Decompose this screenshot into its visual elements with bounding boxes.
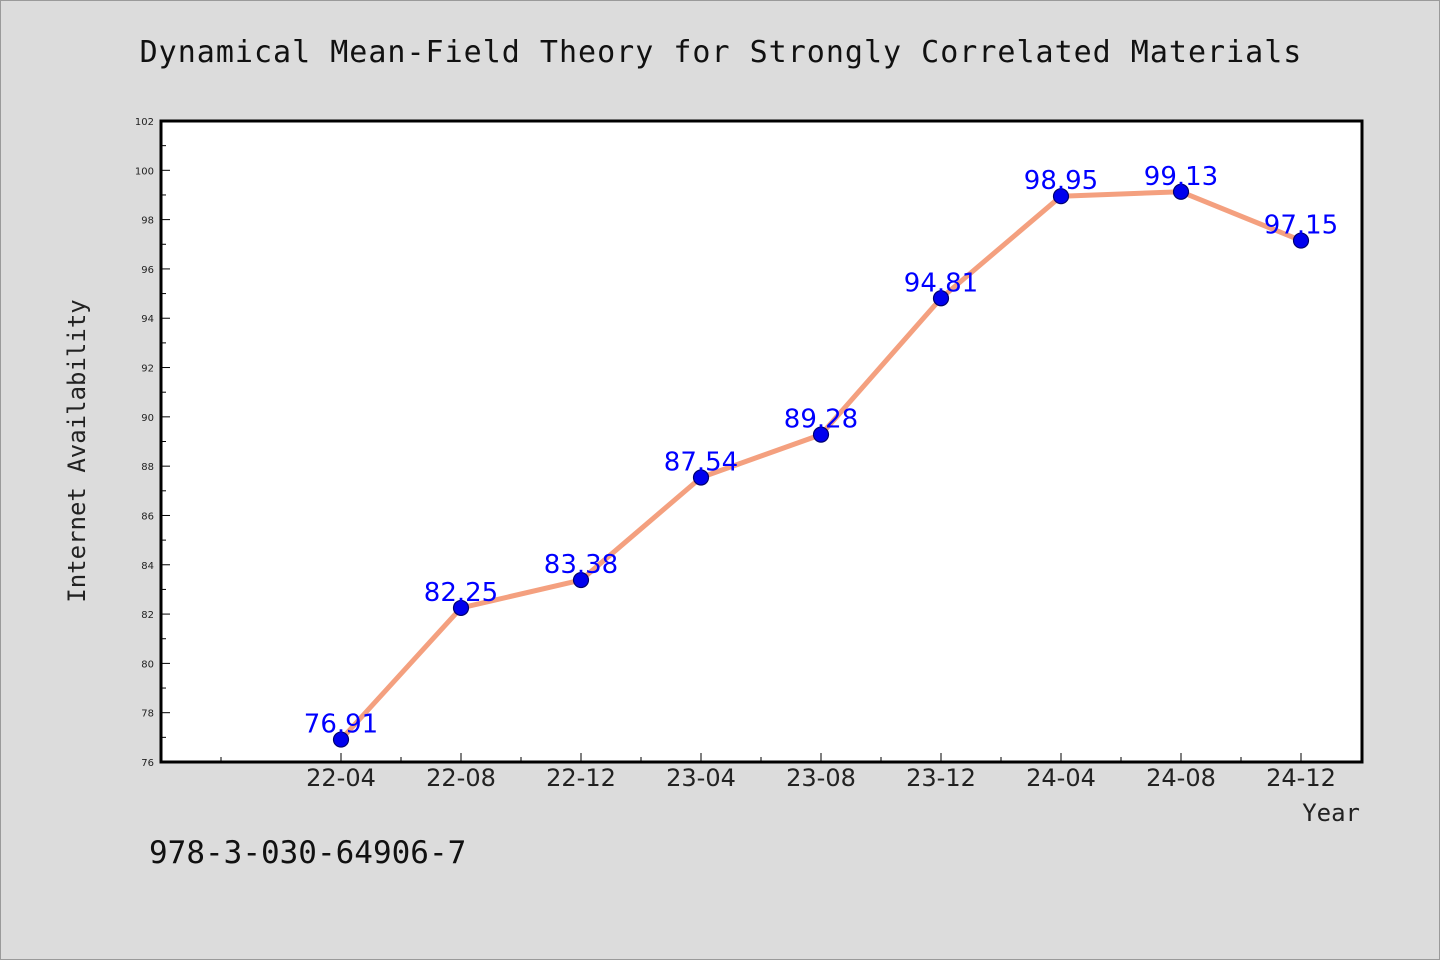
x-tick-label: 22-08 <box>426 764 496 792</box>
data-point <box>932 290 950 307</box>
y-tick-label: 102 <box>135 117 154 128</box>
data-point <box>812 426 830 443</box>
data-point <box>572 571 590 589</box>
data-point <box>1052 188 1070 205</box>
x-tick-label: 24-04 <box>1026 764 1096 792</box>
data-point <box>1172 183 1190 200</box>
data-point <box>332 731 350 748</box>
data-label: 97.15 <box>1264 211 1338 241</box>
x-tick-label: 22-12 <box>546 764 616 792</box>
x-tick-label: 22-04 <box>306 764 376 792</box>
isbn-number: 978-3-030-64906-7 <box>149 835 467 871</box>
x-axis-label: Year <box>1302 799 1360 827</box>
data-label: 99.13 <box>1144 162 1218 192</box>
data-label: 98.95 <box>1024 166 1098 196</box>
x-tick-label: 23-08 <box>786 764 856 792</box>
data-label: 87.54 <box>664 447 738 477</box>
y-tick-label: 86 <box>141 511 154 522</box>
y-axis: 76 78 80 82 84 86 88 90 92 94 96 98 100 102 <box>135 117 170 769</box>
data-label: 89.28 <box>784 405 858 435</box>
x-tick-label: 24-12 <box>1266 764 1336 792</box>
y-tick-label: 84 <box>141 561 154 572</box>
x-axis: 22-04 22-08 22-12 23-04 23-08 23-12 24-04 24-08… <box>220 753 1362 792</box>
y-tick-label: 98 <box>141 216 154 227</box>
y-tick-label: 100 <box>135 166 154 177</box>
y-tick-label: 76 <box>141 758 154 769</box>
y-tick-label: 80 <box>141 659 154 670</box>
plot-area <box>159 119 1364 764</box>
data-label: 94.81 <box>904 268 978 298</box>
x-tick-label: 23-12 <box>906 764 976 792</box>
y-tick-label: 96 <box>141 265 154 276</box>
chart-title: Dynamical Mean-Field Theory for Strongly… <box>139 35 1303 70</box>
x-tick-label: 24-08 <box>1146 764 1216 792</box>
data-point <box>452 599 470 617</box>
data-markers <box>332 183 1310 748</box>
y-tick-label: 94 <box>141 314 154 325</box>
data-labels: 76.91 82.25 83.38 87.54 89.28 94.81 98.95 99.13… <box>304 162 1338 740</box>
y-tick-label: 88 <box>141 462 154 473</box>
data-label: 82.25 <box>424 578 498 608</box>
y-axis-label: Internet Availability <box>63 299 91 602</box>
data-point <box>1292 232 1310 249</box>
y-tick-label: 78 <box>141 709 154 720</box>
data-label: 83.38 <box>544 550 618 580</box>
data-label: 76.91 <box>304 710 378 740</box>
data-point <box>692 469 710 486</box>
y-tick-label: 92 <box>141 364 154 375</box>
x-tick-label: 23-04 <box>666 764 736 792</box>
y-tick-label: 90 <box>141 413 154 424</box>
y-tick-label: 82 <box>141 610 154 621</box>
